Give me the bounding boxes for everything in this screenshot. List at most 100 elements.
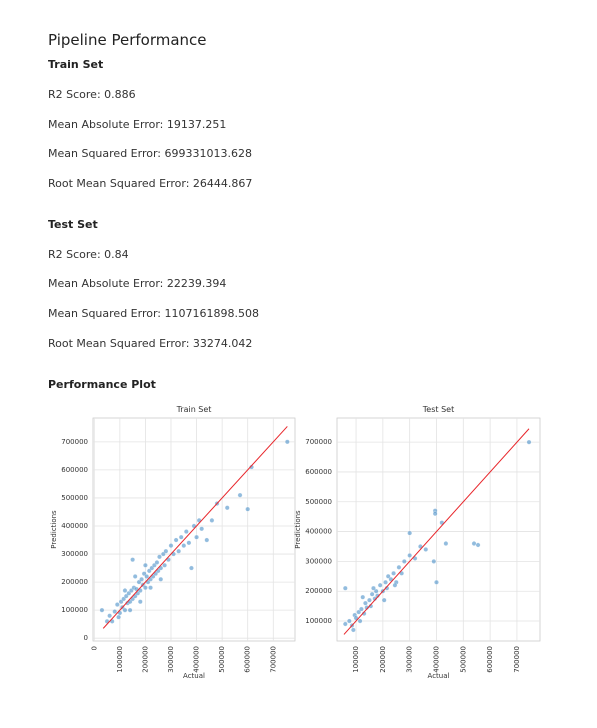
- point: [154, 560, 160, 565]
- metric: R2 Score: 0.886: [48, 88, 136, 101]
- x-tick-label: 600000: [244, 646, 252, 673]
- point: [130, 557, 135, 563]
- point: [122, 607, 128, 613]
- point: [99, 607, 105, 613]
- y-axis-label: Predictions: [50, 510, 58, 549]
- metric: Root Mean Squared Error: 26444.867: [48, 177, 253, 190]
- point: [369, 591, 375, 597]
- point: [471, 541, 477, 546]
- y-tick-label: 700000: [305, 438, 332, 446]
- point: [158, 576, 164, 582]
- point: [143, 562, 148, 568]
- point: [116, 614, 121, 620]
- identity-line: [343, 428, 530, 635]
- y-axis-label: Predictions: [294, 510, 302, 549]
- point: [392, 582, 398, 588]
- y-tick-label: 500000: [61, 494, 88, 502]
- point: [176, 548, 182, 554]
- y-tick-label: 200000: [61, 578, 88, 586]
- point: [432, 511, 438, 517]
- chart-title: Test Set: [422, 405, 454, 414]
- point: [204, 537, 210, 543]
- point: [107, 613, 112, 619]
- point: [127, 607, 133, 613]
- point: [189, 565, 194, 571]
- point: [371, 585, 376, 591]
- point: [351, 627, 356, 633]
- point: [181, 543, 187, 548]
- point: [360, 594, 366, 600]
- point: [132, 574, 138, 579]
- x-axis-label: Actual: [183, 672, 205, 680]
- x-tick-label: 500000: [218, 646, 226, 673]
- y-tick-label: 600000: [305, 468, 332, 476]
- metric: Mean Absolute Error: 19137.251: [48, 118, 227, 131]
- y-tick-label: 400000: [61, 522, 88, 530]
- point: [377, 582, 383, 588]
- y-tick-label: 400000: [305, 528, 332, 536]
- x-tick-label: 100000: [352, 646, 360, 673]
- x-tick-label: 700000: [269, 646, 277, 673]
- point: [401, 559, 407, 564]
- x-axis-label: Actual: [428, 672, 450, 680]
- x-tick-label: 400000: [193, 646, 201, 673]
- y-tick-label: 700000: [61, 438, 88, 446]
- point: [359, 606, 364, 612]
- point: [209, 518, 215, 523]
- point: [357, 618, 363, 624]
- x-tick-label: 200000: [141, 646, 149, 673]
- point: [139, 576, 144, 582]
- identity-line: [102, 426, 288, 629]
- point: [367, 597, 372, 603]
- point: [137, 599, 143, 605]
- x-tick-label: 700000: [513, 646, 521, 673]
- point: [373, 588, 379, 594]
- point: [237, 492, 243, 498]
- metric: R2 Score: 0.84: [48, 248, 129, 261]
- point: [407, 530, 413, 536]
- y-tick-label: 600000: [61, 466, 88, 474]
- x-tick-label: 400000: [432, 646, 440, 673]
- x-tick-label: 200000: [379, 646, 387, 673]
- metric: Mean Squared Error: 699331013.628: [48, 147, 252, 160]
- metric: Mean Squared Error: 1107161898.508: [48, 307, 259, 320]
- point: [144, 574, 150, 579]
- point: [407, 553, 413, 558]
- point: [173, 537, 179, 543]
- x-tick-label: 300000: [406, 646, 414, 673]
- point: [346, 618, 352, 624]
- point: [183, 529, 189, 534]
- point: [114, 602, 120, 607]
- y-tick-label: 300000: [305, 557, 332, 565]
- y-tick-label: 200000: [305, 587, 332, 595]
- title: Pipeline Performance: [48, 31, 207, 49]
- y-tick-label: 0: [84, 634, 88, 642]
- metric: Mean Absolute Error: 22239.394: [48, 277, 227, 290]
- point: [199, 526, 205, 532]
- section-title: Train Set: [48, 58, 104, 71]
- y-tick-label: 500000: [305, 498, 332, 506]
- point: [168, 543, 174, 548]
- chart-title: Train Set: [176, 405, 212, 414]
- y-tick-label: 100000: [305, 617, 332, 625]
- point: [143, 585, 148, 591]
- point: [342, 585, 348, 591]
- point: [396, 565, 402, 570]
- point: [356, 609, 362, 615]
- section-title: Test Set: [48, 218, 98, 231]
- point: [383, 579, 388, 585]
- point: [245, 506, 251, 512]
- point: [162, 562, 167, 568]
- point: [157, 554, 162, 560]
- point: [431, 559, 437, 564]
- point: [163, 548, 169, 554]
- x-tick-label: 500000: [459, 646, 467, 673]
- point: [526, 439, 532, 445]
- point: [249, 464, 254, 470]
- point: [112, 609, 118, 614]
- point: [434, 579, 439, 585]
- y-tick-label: 100000: [61, 606, 88, 614]
- x-tick-label: 600000: [486, 646, 494, 673]
